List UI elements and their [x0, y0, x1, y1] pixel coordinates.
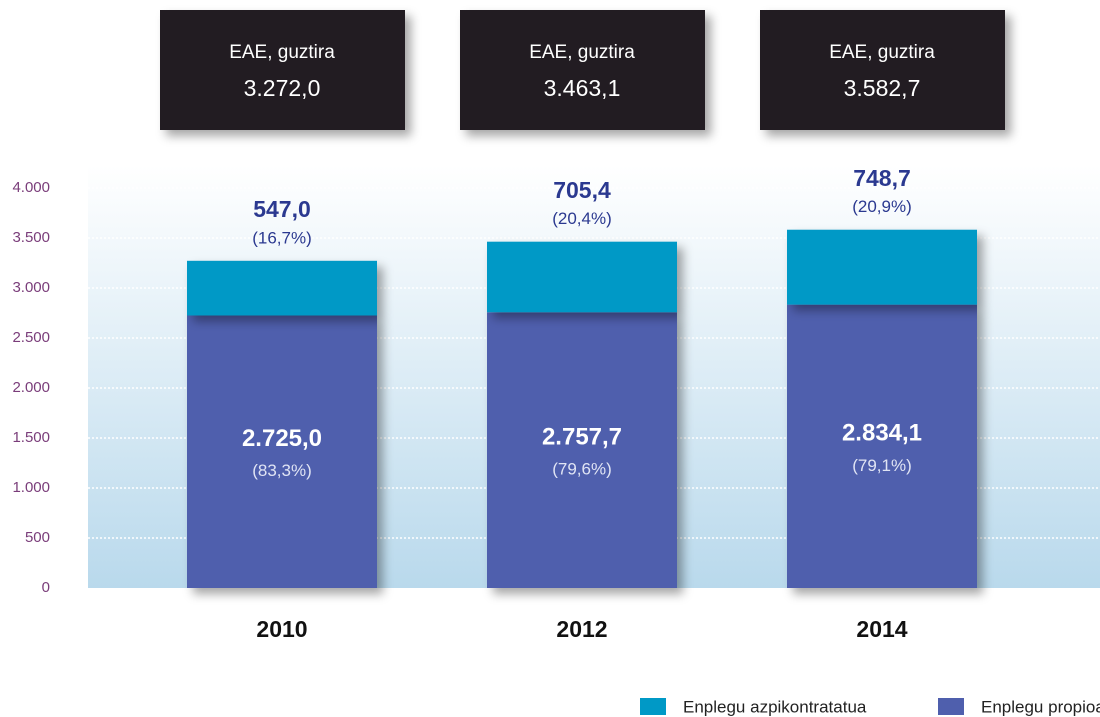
total-value: 3.463,1 — [544, 75, 621, 101]
y-tick-label: 500 — [25, 529, 50, 546]
y-tick-label: 3.500 — [12, 229, 50, 246]
total-label: EAE, guztira — [229, 42, 335, 63]
bar-segment — [787, 229, 977, 305]
total-value: 3.272,0 — [244, 75, 321, 101]
share-label: (79,1%) — [852, 456, 912, 475]
total-label: EAE, guztira — [529, 42, 635, 63]
value-label: 705,4 — [553, 177, 611, 203]
value-label: 2.757,7 — [542, 423, 622, 450]
total-value: 3.582,7 — [844, 75, 921, 101]
bar-segment — [487, 312, 677, 588]
total-box — [760, 10, 1005, 130]
value-label: 2.834,1 — [842, 420, 922, 447]
bar-segment — [787, 304, 977, 588]
y-tick-label: 3.000 — [12, 279, 50, 296]
share-label: (20,9%) — [852, 197, 912, 216]
y-tick-label: 2.000 — [12, 379, 50, 396]
x-tick-label: 2012 — [556, 616, 607, 642]
value-label: 748,7 — [853, 165, 911, 191]
y-tick-label: 2.500 — [12, 329, 50, 346]
legend-label: Enplegu propioa — [981, 697, 1100, 716]
legend-swatch — [938, 698, 964, 715]
bar-segment — [187, 315, 377, 588]
legend-label: Enplegu azpikontratatua — [683, 697, 867, 716]
y-tick-label: 0 — [42, 579, 50, 596]
total-box — [160, 10, 405, 130]
legend-swatch — [640, 698, 666, 715]
y-tick-label: 1.500 — [12, 429, 50, 446]
y-tick-label: 1.000 — [12, 479, 50, 496]
bar-segment — [187, 260, 377, 316]
total-box — [460, 10, 705, 130]
x-tick-label: 2014 — [856, 616, 907, 642]
share-label: (16,7%) — [252, 228, 312, 247]
share-label: (83,3%) — [252, 461, 312, 480]
x-tick-label: 2010 — [256, 616, 307, 642]
value-label: 2.725,0 — [242, 425, 322, 452]
share-label: (79,6%) — [552, 460, 612, 479]
y-tick-label: 4.000 — [12, 179, 50, 196]
bar-segment — [487, 241, 677, 313]
total-label: EAE, guztira — [829, 42, 935, 63]
share-label: (20,4%) — [552, 209, 612, 228]
value-label: 547,0 — [253, 196, 311, 222]
